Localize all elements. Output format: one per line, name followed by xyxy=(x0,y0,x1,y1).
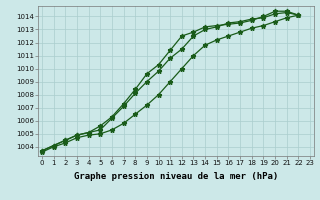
X-axis label: Graphe pression niveau de la mer (hPa): Graphe pression niveau de la mer (hPa) xyxy=(74,172,278,181)
